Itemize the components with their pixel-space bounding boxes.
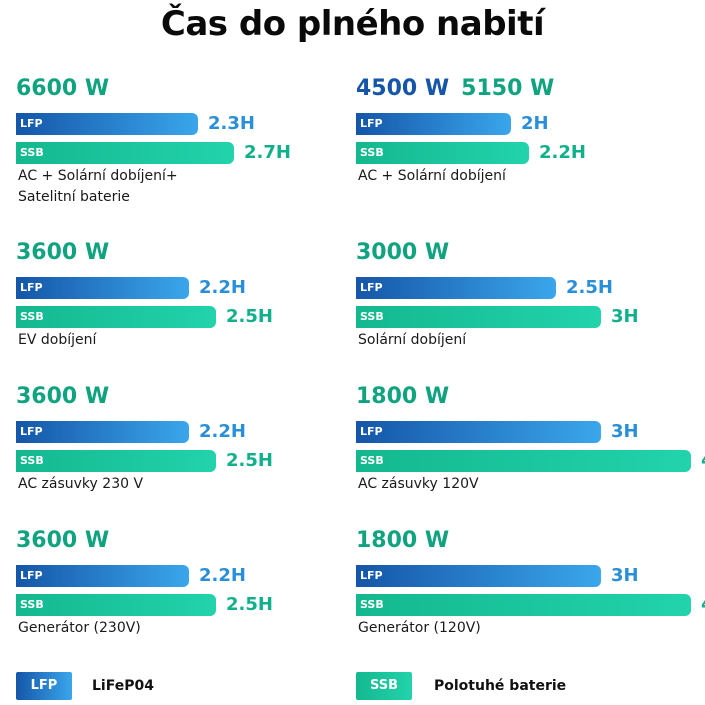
- caption-line: Satelitní baterie: [18, 189, 130, 205]
- power-label: 1800 W: [356, 384, 449, 410]
- lfp-bar-label: LFP: [360, 117, 383, 130]
- ssb-bar: SSB: [16, 594, 216, 616]
- lfp-bar-label: LFP: [360, 281, 383, 294]
- ssb-bar: SSB: [16, 142, 234, 164]
- power-value: 3600 W: [16, 240, 110, 265]
- power-label: 6600 W: [16, 76, 109, 102]
- power-value: 3000 W: [356, 240, 450, 265]
- ssb-bar-label: SSB: [20, 598, 44, 611]
- power-label: 3600 W: [16, 528, 109, 554]
- ssb-bar-label: SSB: [20, 310, 44, 323]
- ssb-value-label: 2.5H: [226, 594, 273, 615]
- lfp-bar: LFP: [16, 421, 189, 443]
- lfp-bar-label: LFP: [20, 281, 43, 294]
- lfp-bar-label: LFP: [20, 569, 43, 582]
- legend-lfp-text: LiFeP04: [92, 678, 154, 694]
- ssb-value-label: 2.5H: [226, 450, 273, 471]
- power-value: 3600 W: [16, 384, 110, 409]
- ssb-value-label: 4H: [701, 448, 705, 474]
- page-title: Čas do plného nabití: [160, 4, 545, 44]
- power-label: 4500 W 5150 W: [356, 76, 554, 102]
- lfp-bar: LFP: [356, 421, 601, 443]
- ssb-value-label: 2.5H: [226, 306, 273, 327]
- ssb-bar: SSB: [356, 306, 601, 328]
- ssb-value-label: 2.2H: [539, 142, 586, 163]
- lfp-value-label: 3H: [611, 565, 639, 586]
- legend-ssb-text: Polotuhé baterie: [434, 678, 567, 694]
- legend-lfp-chip: LFP: [16, 672, 72, 700]
- lfp-value-label: 2.2H: [199, 565, 246, 586]
- ssb-bar: SSB: [356, 450, 691, 472]
- ssb-bar: SSB: [356, 594, 691, 616]
- legend-ssb-chip: SSB: [356, 672, 412, 700]
- ssb-value-label: 4H: [701, 592, 705, 618]
- lfp-value-label: 2.3H: [208, 113, 255, 134]
- charging-method-caption: Solární dobíjení: [358, 330, 658, 351]
- ssb-bar-label: SSB: [20, 146, 44, 159]
- lfp-value-label: 3H: [611, 421, 639, 442]
- power-value: 6600 W: [16, 76, 110, 101]
- lfp-value-label: 2.2H: [199, 277, 246, 298]
- caption-line: Generátor (120V): [358, 620, 481, 636]
- ssb-bar-label: SSB: [20, 454, 44, 467]
- power-label: 1800 W: [356, 528, 449, 554]
- lfp-bar: LFP: [356, 113, 511, 135]
- charging-method-caption: AC zásuvky 230 V: [18, 474, 318, 495]
- lfp-value-label: 2.2H: [199, 421, 246, 442]
- lfp-bar-label: LFP: [360, 569, 383, 582]
- lfp-value-label: 2.5H: [566, 277, 613, 298]
- ssb-bar-label: SSB: [360, 310, 384, 323]
- lfp-bar: LFP: [16, 277, 189, 299]
- power-value: 5150 W: [461, 76, 555, 101]
- caption-line: Generátor (230V): [18, 620, 141, 636]
- charging-method-caption: Generátor (120V): [358, 618, 658, 639]
- charging-method-caption: EV dobíjení: [18, 330, 318, 351]
- charging-method-caption: AC + Solární dobíjení: [358, 166, 658, 187]
- lfp-bar-label: LFP: [20, 117, 43, 130]
- ssb-bar: SSB: [16, 450, 216, 472]
- charging-method-caption: AC + Solární dobíjení+ Satelitní baterie: [18, 166, 318, 208]
- lfp-bar-label: LFP: [360, 425, 383, 438]
- ssb-bar-label: SSB: [360, 146, 384, 159]
- charging-method-caption: Generátor (230V): [18, 618, 318, 639]
- caption-line: EV dobíjení: [18, 332, 97, 348]
- ssb-bar-label: SSB: [360, 598, 384, 611]
- caption-line: AC + Solární dobíjení+: [18, 168, 178, 184]
- ssb-bar: SSB: [356, 142, 529, 164]
- ssb-value-label: 3H: [611, 306, 639, 327]
- ssb-value-label: 2.7H: [244, 142, 291, 163]
- lfp-value-label: 2H: [521, 113, 549, 134]
- caption-line: AC zásuvky 120V: [358, 476, 479, 492]
- lfp-bar-label: LFP: [20, 425, 43, 438]
- lfp-bar: LFP: [356, 277, 556, 299]
- lfp-bar: LFP: [16, 565, 189, 587]
- power-value: 3600 W: [16, 528, 110, 553]
- ssb-bar-label: SSB: [360, 454, 384, 467]
- caption-line: Solární dobíjení: [358, 332, 467, 348]
- power-label: 3600 W: [16, 240, 109, 266]
- power-value: 4500 W: [356, 76, 450, 101]
- ssb-bar: SSB: [16, 306, 216, 328]
- charging-method-caption: AC zásuvky 120V: [358, 474, 658, 495]
- power-value: 1800 W: [356, 528, 450, 553]
- caption-line: AC + Solární dobíjení: [358, 168, 506, 184]
- lfp-bar: LFP: [356, 565, 601, 587]
- power-label: 3600 W: [16, 384, 109, 410]
- caption-line: AC zásuvky 230 V: [18, 476, 144, 492]
- power-value: 1800 W: [356, 384, 450, 409]
- power-label: 3000 W: [356, 240, 449, 266]
- lfp-bar: LFP: [16, 113, 198, 135]
